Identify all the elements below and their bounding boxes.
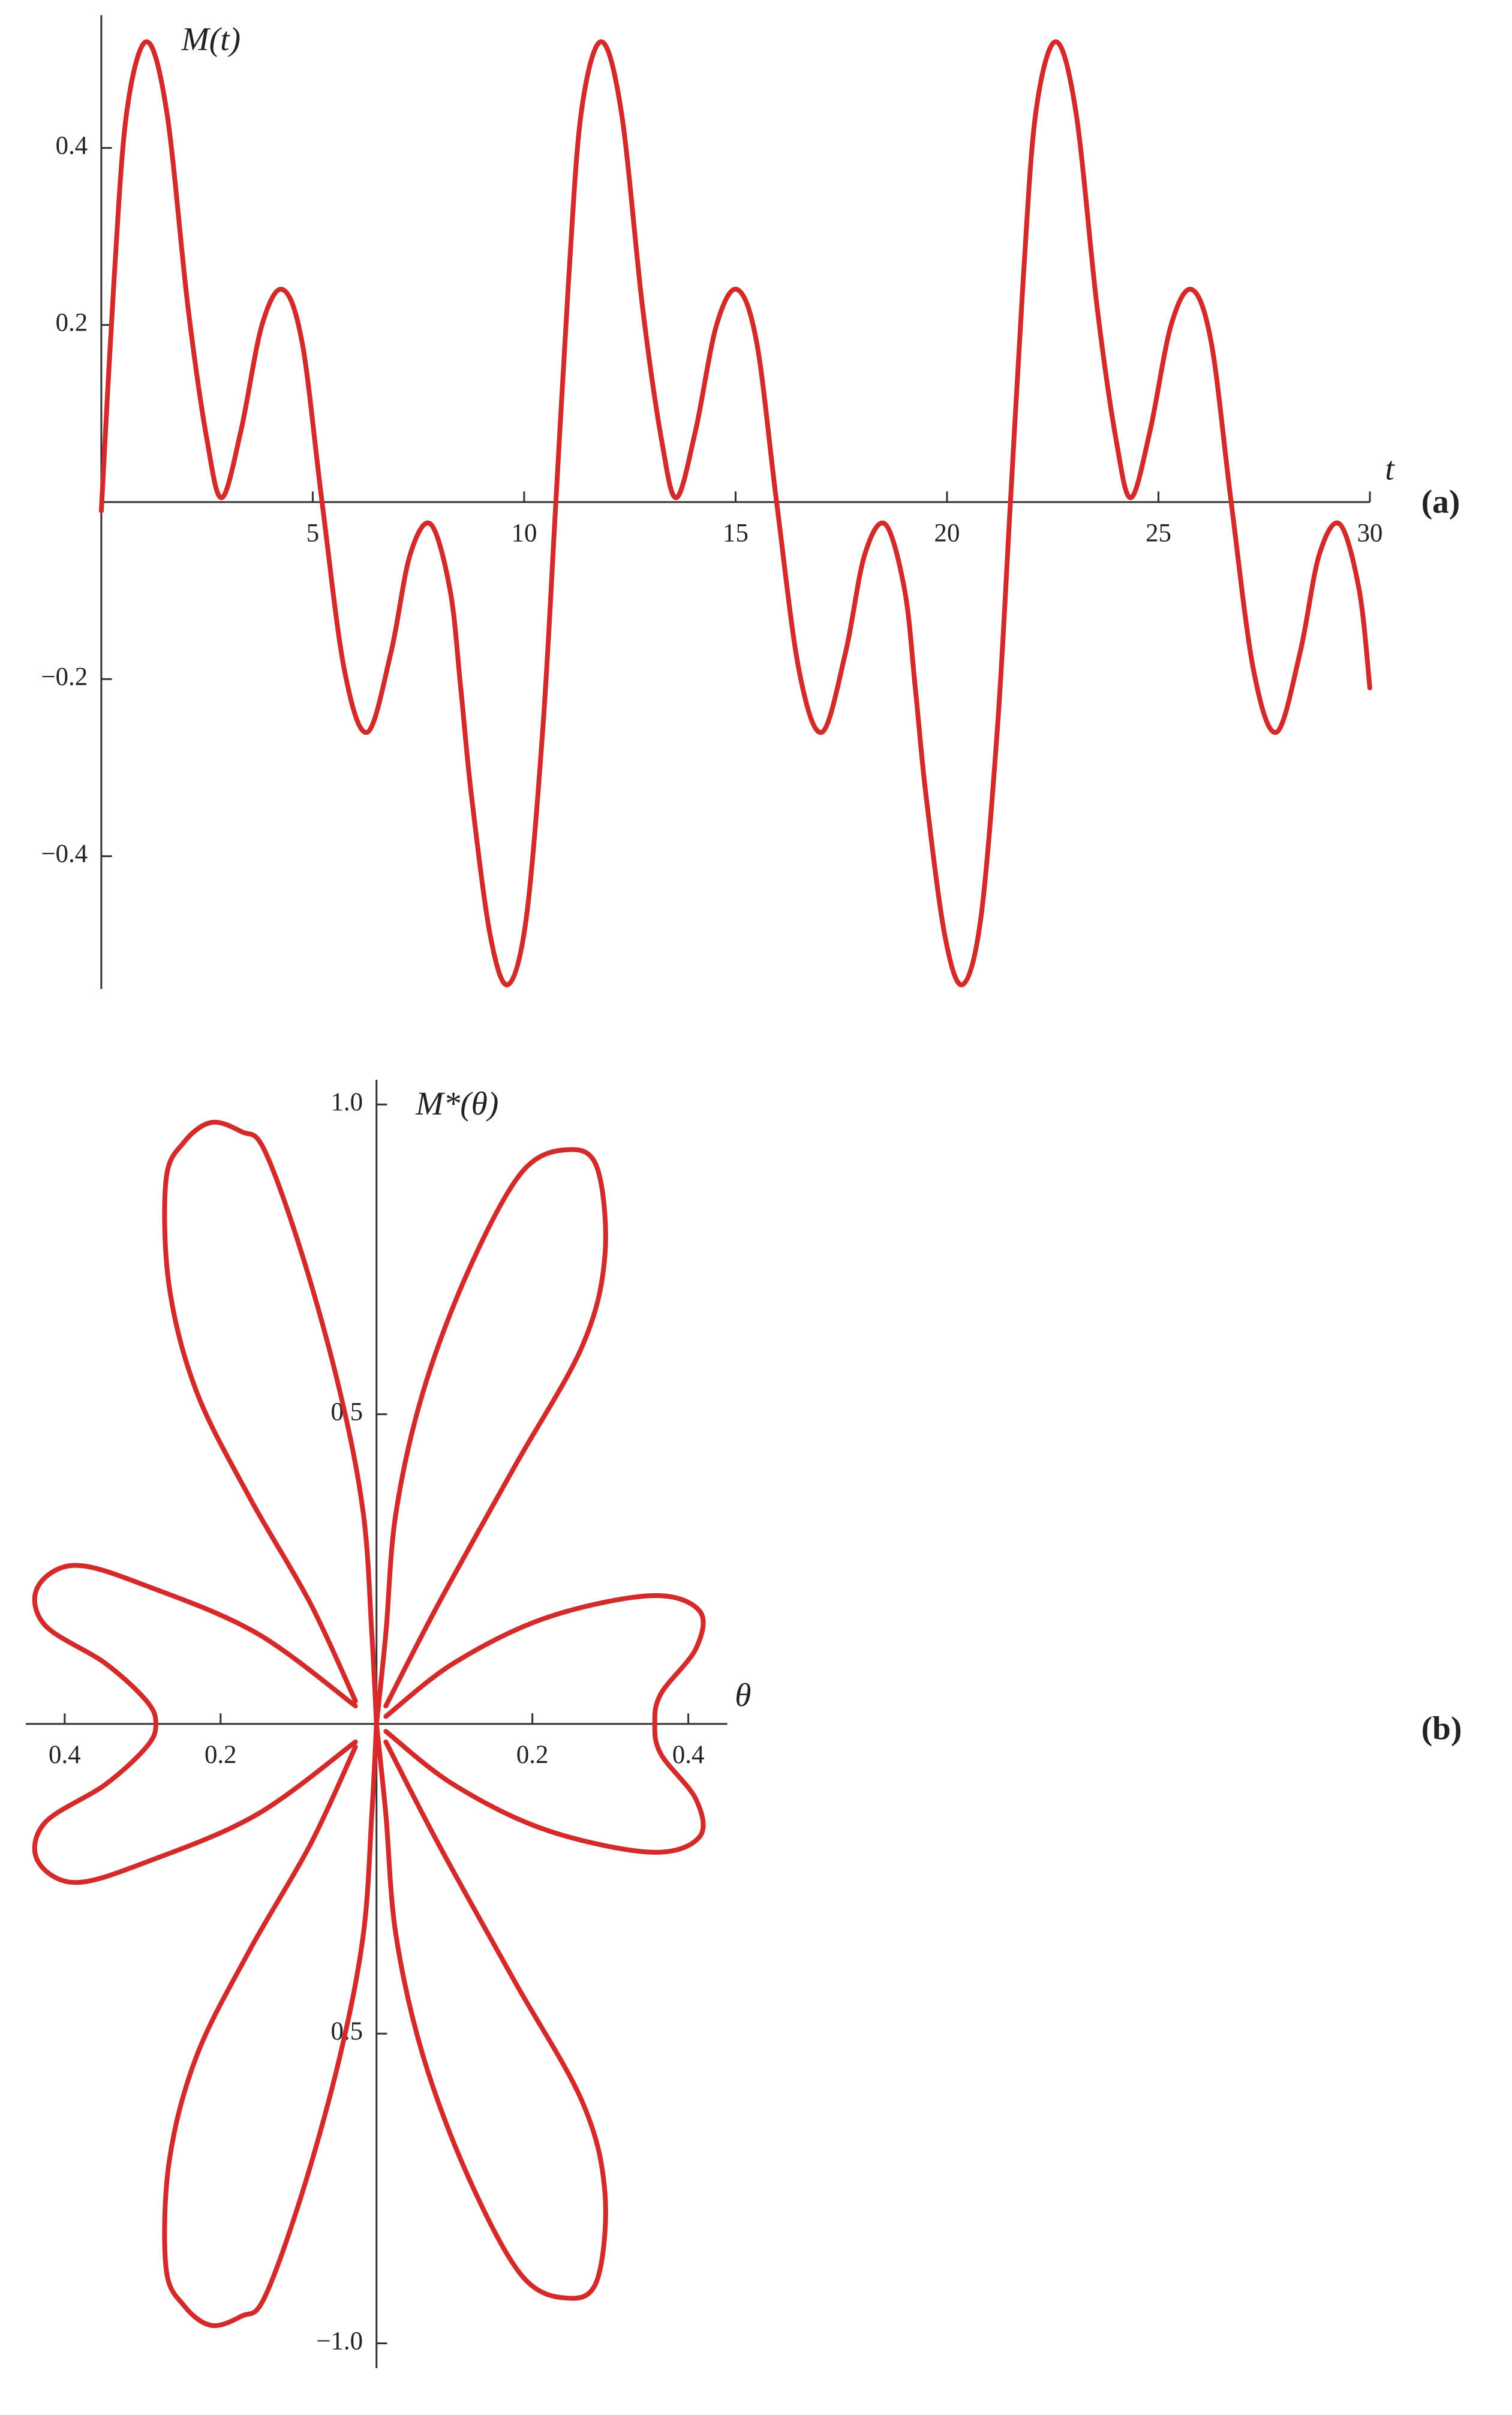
x-tick-label: 0.2 [516,1741,549,1769]
curve [32,1119,706,2329]
y-tick-label: −1.0 [316,2327,363,2355]
x-axis-label: θ [735,1677,751,1713]
y-tick-label: −0.4 [41,840,88,868]
y-tick-label: 0.4 [56,131,88,160]
y-tick-label: −0.2 [41,663,88,691]
panel-label: (b) [1421,1710,1462,1746]
x-tick-label: 10 [512,519,537,547]
x-tick-label: 0.4 [672,1741,705,1769]
x-tick-label: 25 [1146,519,1171,547]
x-tick-label: 15 [723,519,749,547]
x-tick-label: 0.2 [205,1741,237,1769]
x-tick-label: 30 [1357,519,1383,547]
y-tick-label: 1.0 [330,1088,363,1116]
x-tick-label: 20 [934,519,960,547]
x-tick-label: 0.4 [49,1741,81,1769]
x-tick-label: 5 [306,519,319,547]
y-tick-label: 0.2 [56,309,88,337]
y-axis-label: M(t) [181,20,241,57]
curve [98,39,1373,987]
x-axis-label: t [1385,450,1395,486]
panel-label: (a) [1421,483,1460,520]
y-axis-label: M*(θ) [415,1085,498,1122]
